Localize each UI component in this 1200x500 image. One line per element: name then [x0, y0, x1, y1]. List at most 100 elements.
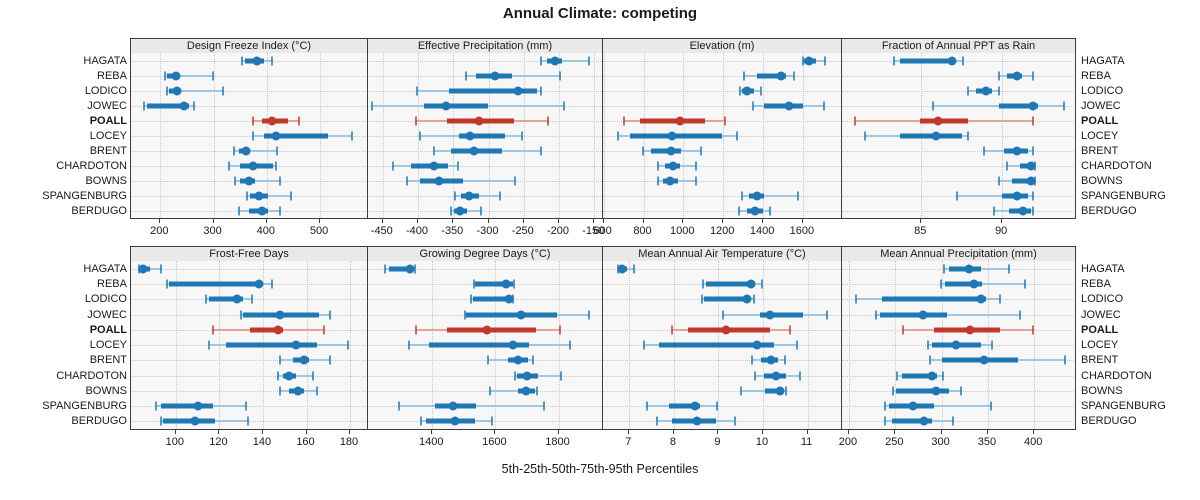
whisker-end-cap: [329, 310, 332, 319]
row-guide-line: [603, 360, 841, 362]
x-axis-tick: [806, 430, 808, 434]
median-dot: [550, 56, 560, 65]
percentile-band-25-75: [458, 133, 505, 138]
x-axis-tick: [717, 430, 719, 434]
whisker-end-cap: [989, 401, 992, 411]
median-dot: [965, 325, 975, 335]
whisker-end-cap: [205, 294, 208, 304]
median-dot: [267, 116, 277, 125]
x-axis-tick-label: 1200: [709, 225, 735, 237]
x-axis-tick-label: 10: [755, 436, 769, 448]
x-axis-tick-label: 9: [714, 436, 721, 448]
median-dot: [775, 386, 784, 396]
x-axis-tick: [417, 219, 418, 223]
whisker-end-cap: [735, 131, 738, 140]
percentile-band-25-75: [879, 312, 948, 317]
median-dot: [448, 401, 457, 411]
x-axis-tick: [847, 430, 849, 434]
median-dot: [746, 279, 756, 289]
row-guide-line: [131, 375, 367, 378]
site-label-left: REBA: [97, 69, 127, 82]
whisker-end-cap: [245, 191, 248, 200]
x-axis-tick-label: 600: [593, 225, 612, 237]
median-dot: [981, 86, 991, 95]
row-guide-line: [603, 180, 841, 183]
x-axis-tick-label: 160: [296, 436, 315, 448]
x-axis-tick: [218, 430, 220, 434]
row-guide-line: [603, 75, 841, 78]
whisker-end-cap: [823, 101, 826, 110]
site-label-right: BERDUGO: [1081, 415, 1137, 428]
whisker-end-cap: [232, 146, 235, 155]
row-guide-line: [603, 105, 841, 108]
whisker-end-cap: [465, 71, 467, 80]
percentile-band-25-75: [388, 266, 412, 272]
x-axis-tick: [522, 219, 524, 223]
x-axis-tick: [628, 430, 630, 434]
row-guide-line: [131, 105, 367, 108]
percentile-whisker-5-95: [885, 405, 991, 408]
whisker-end-cap: [432, 146, 435, 155]
whisker-end-cap: [967, 86, 970, 95]
median-dot: [254, 279, 264, 289]
x-axis-tick: [265, 219, 267, 223]
site-label-left: SPANGENBURG: [42, 189, 127, 202]
percentile-band-25-75: [449, 88, 538, 93]
percentile-band-25-75: [882, 296, 987, 302]
percentile-band-25-75: [763, 103, 803, 108]
median-dot: [490, 71, 500, 80]
whisker-end-cap: [559, 325, 562, 335]
whisker-end-cap: [405, 176, 408, 185]
whisker-end-cap: [695, 161, 698, 170]
median-dot: [752, 340, 762, 350]
median-dot: [293, 386, 303, 396]
row-guide-line: [603, 390, 841, 393]
x-axis-tick-label: 1600: [789, 225, 815, 237]
median-dot: [927, 371, 937, 380]
whisker-end-cap: [588, 310, 591, 319]
whisker-end-cap: [546, 116, 549, 125]
x-axis-tick-label: -250: [511, 225, 534, 237]
median-dot: [248, 161, 257, 170]
whisker-end-cap: [998, 71, 1000, 80]
median-dot: [931, 131, 941, 140]
x-axis-tick-label: -150: [582, 225, 605, 237]
x-axis-tick-label: 250: [885, 436, 904, 448]
median-dot: [513, 355, 523, 365]
site-label-left: BOWNS: [85, 174, 127, 187]
x-axis-tick: [1001, 219, 1003, 223]
whisker-end-cap: [350, 131, 353, 140]
site-label-left: POALL: [89, 114, 127, 127]
percentile-band-25-75: [704, 296, 750, 302]
whisker-end-cap: [990, 340, 993, 350]
panel-strip: Frost-Free Days: [130, 246, 368, 262]
whisker-end-cap: [855, 294, 858, 304]
site-label-left: CHARDOTON: [56, 369, 127, 382]
whisker-end-cap: [901, 325, 904, 335]
whisker-end-cap: [192, 101, 195, 110]
whisker-end-cap: [568, 340, 571, 350]
row-guide-line: [368, 210, 602, 213]
whisker-end-cap: [490, 416, 493, 426]
site-label-right: BERDUGO: [1081, 204, 1137, 217]
whisker-end-cap: [384, 264, 387, 274]
median-dot: [522, 371, 532, 380]
percentile-band-25-75: [669, 403, 700, 409]
whisker-end-cap: [228, 161, 230, 170]
row-guide-line: [842, 150, 1075, 153]
whisker-end-cap: [540, 56, 543, 65]
whisker-end-cap: [298, 116, 301, 125]
median-dot: [299, 355, 309, 365]
percentile-band-25-75: [473, 296, 512, 302]
whisker-end-cap: [414, 264, 417, 274]
site-label-left: BOWNS: [85, 384, 127, 397]
whisker-end-cap: [279, 355, 282, 365]
whisker-end-cap: [741, 191, 744, 200]
median-dot: [508, 340, 518, 350]
whisker-end-cap: [759, 86, 762, 95]
whisker-end-cap: [1031, 71, 1034, 80]
panel-strip-title: Mean Annual Precipitation (mm): [880, 248, 1037, 260]
panel-strip: Design Freeze Index (°C): [130, 38, 368, 54]
percentile-band-25-75: [160, 403, 213, 409]
site-label-left: BRENT: [89, 144, 127, 157]
